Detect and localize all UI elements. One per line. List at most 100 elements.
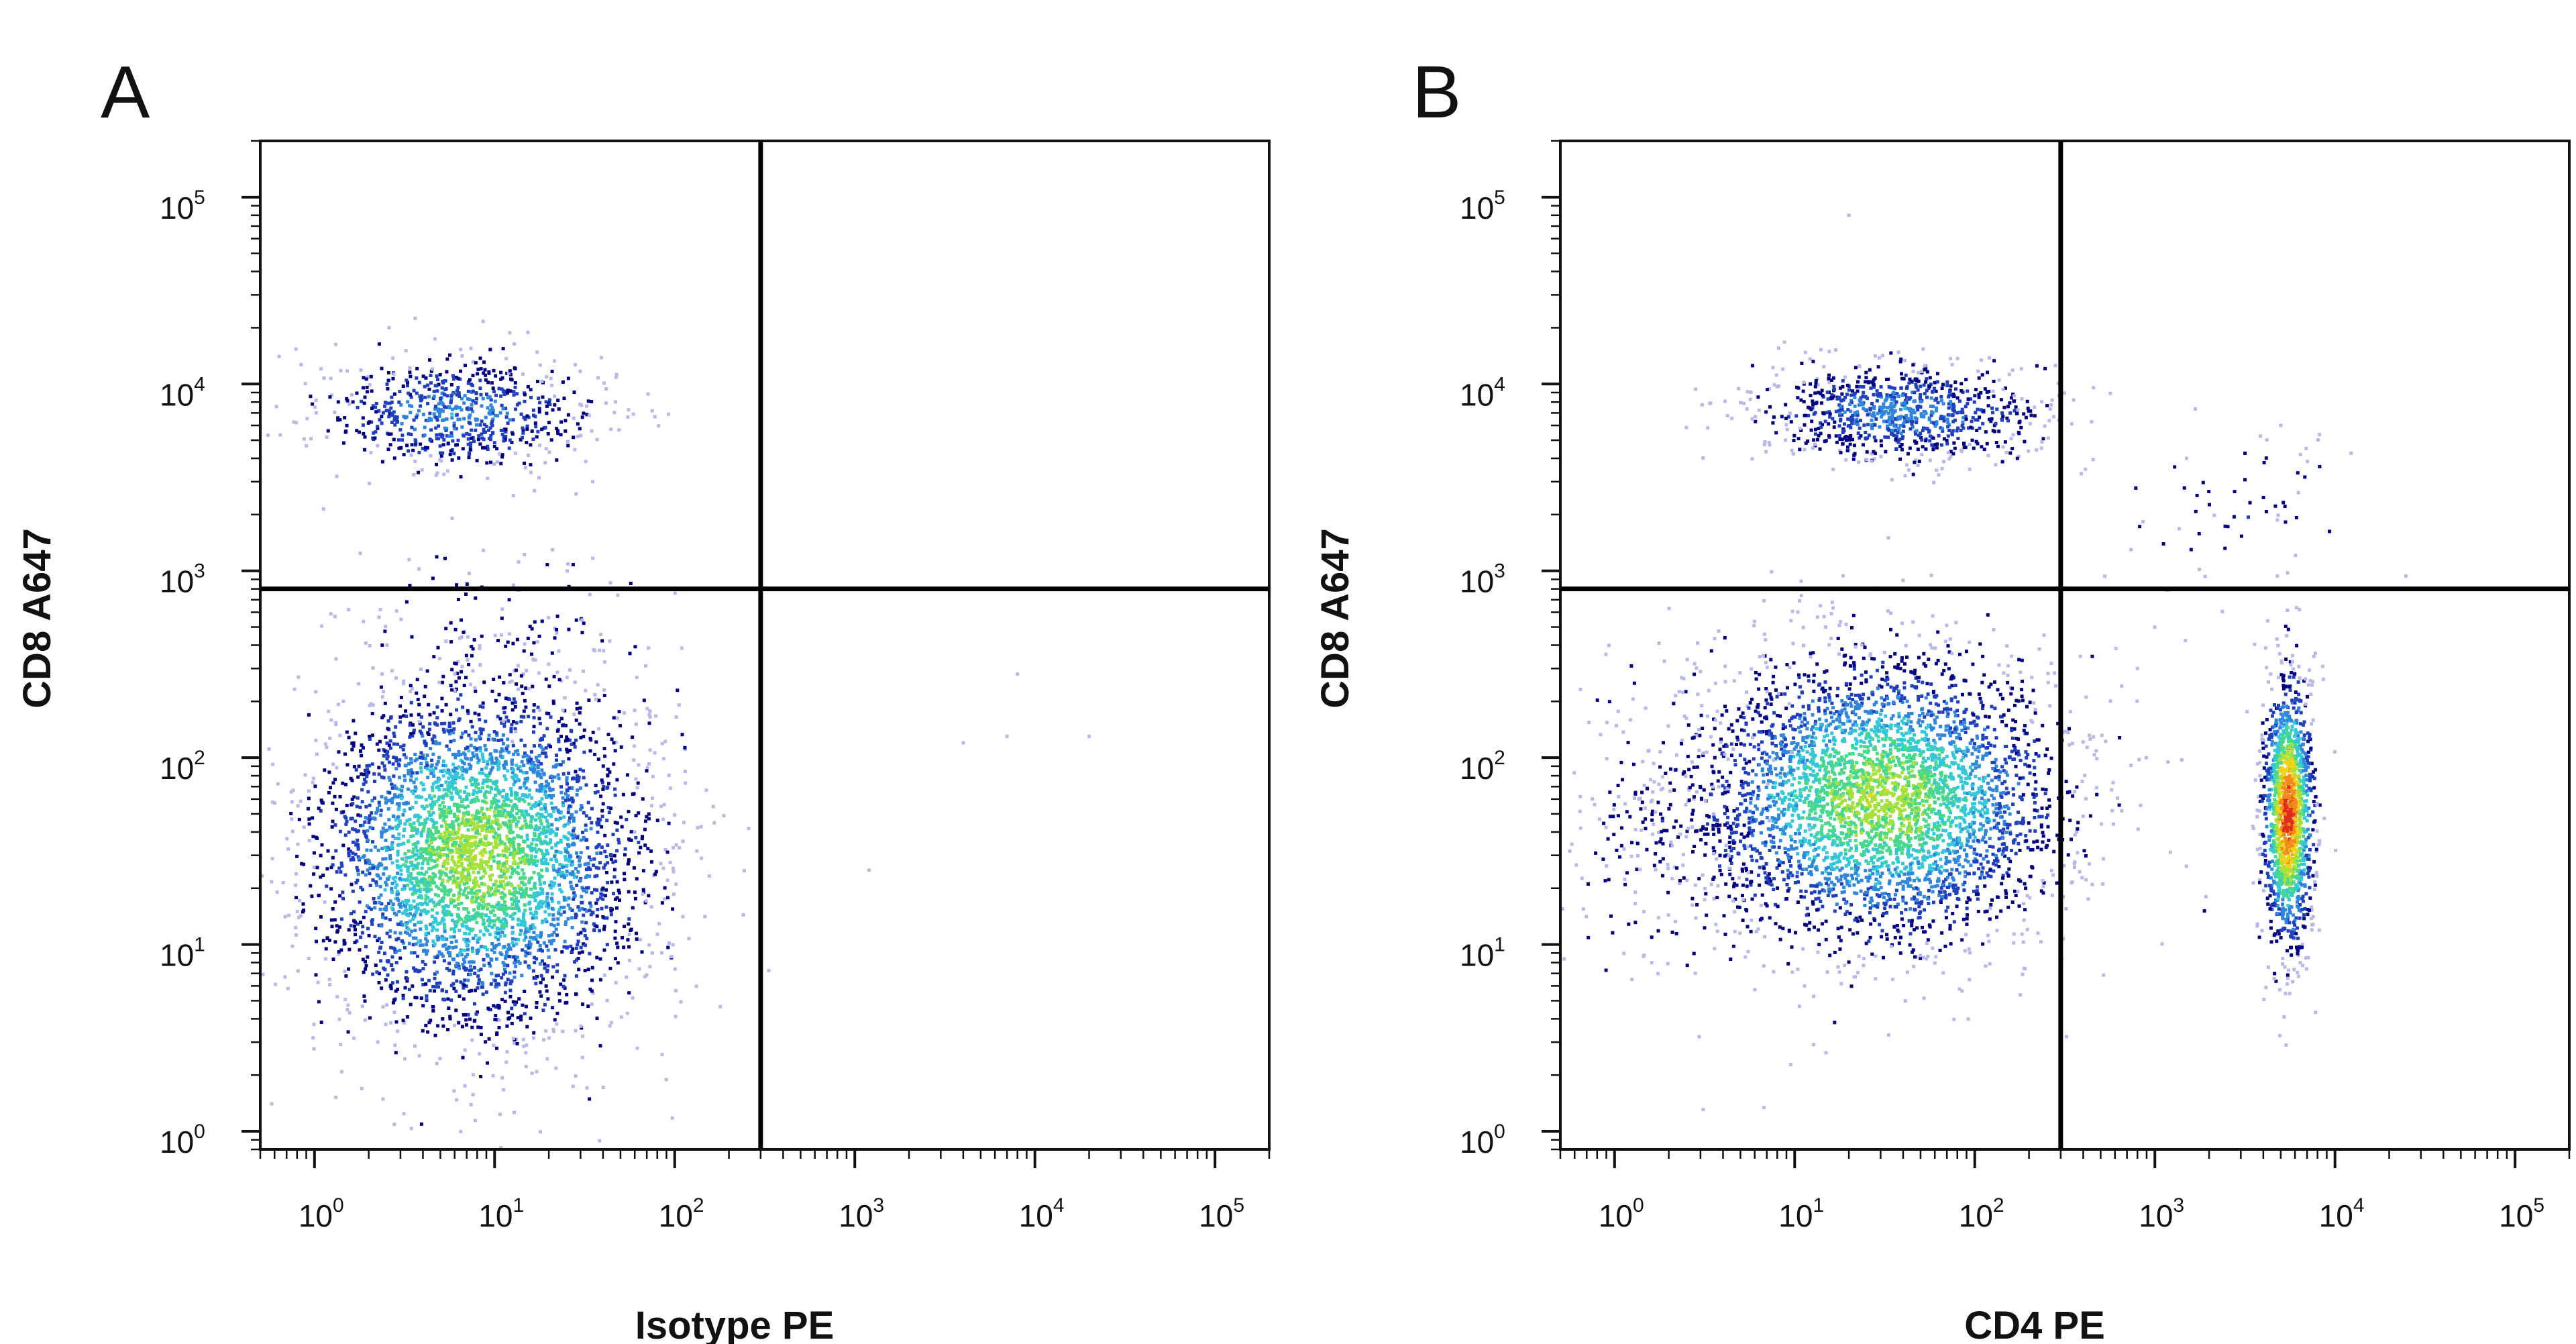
event-dot bbox=[536, 828, 540, 831]
event-dot bbox=[530, 842, 534, 846]
event-dot bbox=[402, 714, 406, 718]
event-dot bbox=[373, 436, 377, 440]
event-dot bbox=[471, 360, 475, 364]
event-dot bbox=[385, 883, 388, 887]
event-dot bbox=[396, 892, 400, 896]
event-dot bbox=[559, 872, 563, 876]
event-dot bbox=[408, 366, 412, 370]
event-dot bbox=[433, 1033, 437, 1037]
event-dot bbox=[418, 887, 422, 891]
event-dot bbox=[546, 782, 550, 786]
event-dot bbox=[396, 871, 400, 875]
event-dot bbox=[566, 413, 570, 417]
event-dot bbox=[435, 985, 439, 989]
event-dot bbox=[544, 858, 548, 862]
event-dot bbox=[470, 899, 474, 903]
event-dot bbox=[487, 962, 491, 966]
event-dot bbox=[584, 921, 588, 925]
event-dot bbox=[532, 1031, 536, 1035]
event-dot bbox=[524, 950, 527, 953]
event-dot bbox=[390, 963, 394, 967]
event-dot bbox=[343, 998, 347, 1002]
event-dot bbox=[352, 719, 356, 723]
event-dot bbox=[566, 562, 570, 566]
event-dot bbox=[418, 721, 422, 725]
event-dot bbox=[610, 880, 614, 884]
event-dot bbox=[437, 741, 441, 745]
event-dot bbox=[551, 779, 554, 783]
event-dot bbox=[427, 387, 431, 391]
event-dot bbox=[319, 798, 323, 803]
event-dot bbox=[502, 809, 506, 813]
event-dot bbox=[557, 737, 561, 741]
event-dot bbox=[476, 914, 480, 918]
event-dot bbox=[488, 348, 492, 352]
event-dot bbox=[343, 752, 347, 756]
event-dot bbox=[294, 421, 299, 425]
event-dot bbox=[457, 894, 461, 898]
event-dot bbox=[471, 399, 475, 403]
event-dot bbox=[412, 888, 416, 892]
event-dot bbox=[461, 804, 465, 808]
event-dot bbox=[402, 753, 406, 757]
event-dot bbox=[556, 429, 559, 433]
event-dot bbox=[398, 956, 402, 960]
event-dot bbox=[561, 796, 565, 800]
event-dot bbox=[592, 888, 596, 892]
event-dot bbox=[484, 373, 487, 377]
event-dot bbox=[612, 762, 616, 766]
event-dot bbox=[349, 858, 353, 862]
event-dot bbox=[434, 919, 438, 923]
event-dot bbox=[408, 370, 412, 374]
event-dot bbox=[470, 403, 474, 407]
event-dot bbox=[498, 1113, 502, 1117]
event-dot bbox=[456, 417, 460, 421]
event-dot bbox=[523, 752, 527, 755]
event-dot bbox=[452, 739, 456, 742]
event-dot bbox=[376, 1040, 380, 1044]
event-dot bbox=[402, 863, 406, 867]
event-dot bbox=[510, 440, 514, 444]
event-dot bbox=[539, 802, 543, 805]
event-dot bbox=[409, 876, 413, 880]
event-dot bbox=[419, 396, 423, 400]
event-dot bbox=[355, 805, 359, 809]
event-dot bbox=[588, 951, 592, 955]
event-dot bbox=[327, 709, 331, 713]
event-dot bbox=[436, 378, 439, 382]
event-dot bbox=[541, 902, 545, 905]
event-dot bbox=[537, 816, 541, 820]
event-dot bbox=[521, 948, 525, 952]
event-dot bbox=[432, 774, 436, 778]
event-dot bbox=[388, 918, 392, 922]
event-dot bbox=[561, 723, 565, 727]
event-dot bbox=[428, 411, 432, 415]
event-dot bbox=[459, 753, 463, 756]
event-dot bbox=[681, 839, 685, 843]
event-dot bbox=[487, 815, 491, 819]
event-dot bbox=[543, 461, 547, 465]
event-dot bbox=[352, 765, 356, 769]
event-dot bbox=[552, 809, 556, 813]
event-dot bbox=[598, 896, 602, 900]
event-dot bbox=[504, 956, 507, 960]
event-dot bbox=[427, 810, 431, 814]
event-dot bbox=[505, 834, 509, 838]
event-dot bbox=[451, 958, 455, 962]
event-dot bbox=[486, 448, 490, 452]
event-dot bbox=[387, 415, 391, 419]
event-dot bbox=[358, 805, 362, 809]
event-dot bbox=[360, 772, 364, 776]
event-dot bbox=[421, 960, 425, 964]
event-dot bbox=[389, 1021, 392, 1025]
event-dot bbox=[648, 709, 652, 713]
event-dot bbox=[380, 835, 384, 839]
event-dot bbox=[513, 342, 517, 346]
event-dot bbox=[384, 801, 388, 805]
event-dot bbox=[376, 874, 380, 878]
event-dot bbox=[566, 858, 569, 862]
event-dot bbox=[508, 865, 512, 869]
event-dot bbox=[559, 982, 563, 986]
event-dot bbox=[578, 786, 582, 790]
event-dot bbox=[402, 945, 407, 949]
